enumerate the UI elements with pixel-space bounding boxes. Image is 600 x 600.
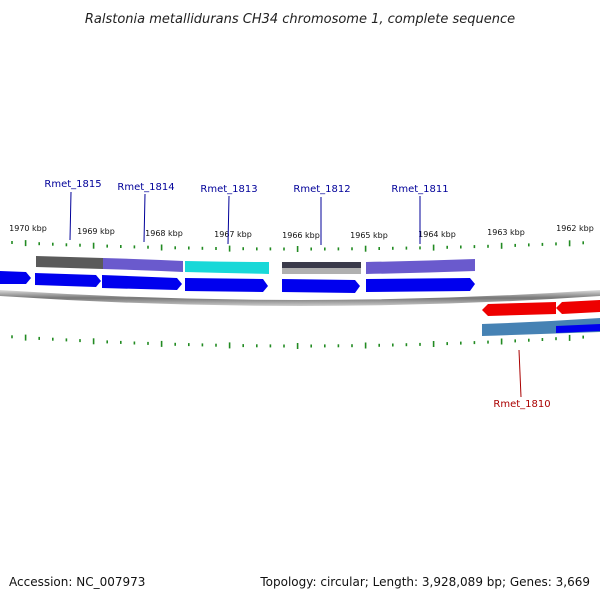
cds-arrow-rmet-1810[interactable] bbox=[482, 302, 556, 316]
kbp-label: 1967 kbp bbox=[214, 230, 252, 239]
category-bar[interactable] bbox=[185, 261, 269, 274]
kbp-label: 1964 kbp bbox=[418, 230, 456, 239]
kbp-label: 1962 kbp bbox=[556, 224, 594, 233]
kbp-label: 1970 kbp bbox=[9, 224, 47, 233]
forward-cds-track bbox=[0, 271, 475, 293]
gene-label-rmet-1812[interactable]: Rmet_1812 bbox=[293, 184, 350, 195]
cds-arrow-rmet-1811[interactable] bbox=[366, 278, 475, 292]
kbp-label: 1963 kbp bbox=[487, 228, 525, 237]
cds-arrow[interactable] bbox=[556, 324, 600, 333]
gene-label-lines bbox=[69, 191, 522, 398]
reverse-cds-track bbox=[482, 300, 600, 316]
cds-arrow-rmet-1814[interactable] bbox=[102, 275, 182, 290]
inner-tick-ring bbox=[11, 334, 585, 349]
gene-label-rmet-1815[interactable]: Rmet_1815 bbox=[44, 179, 101, 190]
map-title: Ralstonia metallidurans CH34 chromosome … bbox=[85, 12, 515, 27]
category-bar[interactable] bbox=[366, 259, 475, 274]
kbp-label: 1966 kbp bbox=[282, 231, 320, 240]
category-bar[interactable] bbox=[103, 258, 183, 272]
category-bar[interactable] bbox=[282, 268, 361, 274]
gene-label-rmet-1810[interactable]: Rmet_1810 bbox=[493, 399, 550, 410]
cds-arrow-rmet-1812[interactable] bbox=[282, 279, 360, 293]
gene-label-rmet-1811[interactable]: Rmet_1811 bbox=[391, 184, 448, 195]
category-bar[interactable] bbox=[282, 262, 361, 268]
leader-line bbox=[69, 191, 72, 241]
kbp-label: 1969 kbp bbox=[77, 227, 115, 236]
leader-line bbox=[518, 349, 522, 398]
topology-stats: Topology: circular; Length: 3,928,089 bp… bbox=[259, 575, 590, 589]
category-bar[interactable] bbox=[36, 256, 103, 269]
cds-arrow[interactable] bbox=[0, 271, 31, 284]
kbp-label: 1968 kbp bbox=[145, 229, 183, 238]
category-track bbox=[36, 256, 600, 336]
leader-line bbox=[143, 193, 146, 243]
outer-tick-ring bbox=[11, 240, 585, 252]
cds-arrow-rmet-1813[interactable] bbox=[185, 278, 268, 292]
cds-arrow[interactable] bbox=[556, 300, 600, 314]
leader-line bbox=[227, 195, 230, 245]
gene-label-rmet-1813[interactable]: Rmet_1813 bbox=[200, 184, 257, 195]
gene-label-rmet-1814[interactable]: Rmet_1814 bbox=[117, 182, 174, 193]
chromosome-backbone bbox=[0, 290, 600, 306]
kbp-label: 1965 kbp bbox=[350, 231, 388, 240]
cds-arrow-rmet-1815[interactable] bbox=[35, 273, 101, 287]
accession-text: Accession: NC_007973 bbox=[9, 575, 145, 589]
